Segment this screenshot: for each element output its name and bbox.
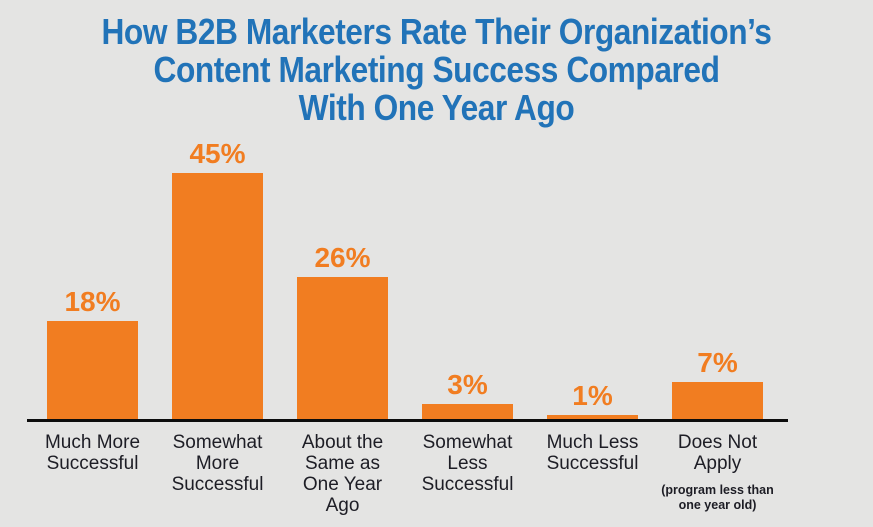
bar-about-the-same-as-one-year-ago xyxy=(297,277,388,420)
x-tick-label-much-more-successful: Much More Successful xyxy=(30,432,155,474)
bar-column-somewhat-more-successful: 45% xyxy=(155,0,280,420)
x-tick-label-text-somewhat-more-successful: Somewhat More Successful xyxy=(171,432,264,495)
x-axis-line xyxy=(27,419,788,422)
x-tick-label-somewhat-less-successful: Somewhat Less Successful xyxy=(405,432,530,495)
x-tick-label-text-does-not-apply: Does Not Apply xyxy=(677,432,758,474)
x-tick-label-text-much-less-successful: Much Less Successful xyxy=(546,432,639,474)
bar-column-much-more-successful: 18% xyxy=(30,0,155,420)
bar-value-label-does-not-apply: 7% xyxy=(697,346,738,378)
bar-chart-plot-area: 18% 45% 26% 3% 1% 7% xyxy=(30,0,780,420)
bar-column-about-the-same-as-one-year-ago: 26% xyxy=(280,0,405,420)
bar-value-label-somewhat-less-successful: 3% xyxy=(447,368,488,400)
bar-somewhat-more-successful xyxy=(172,172,263,420)
x-tick-label-somewhat-more-successful: Somewhat More Successful xyxy=(155,432,280,495)
bar-somewhat-less-successful xyxy=(422,403,513,420)
x-tick-label-text-somewhat-less-successful: Somewhat Less Successful xyxy=(421,432,514,495)
bar-much-less-successful xyxy=(547,414,638,420)
x-tick-label-much-less-successful: Much Less Successful xyxy=(530,432,655,474)
bar-value-label-about-the-same-as-one-year-ago: 26% xyxy=(314,242,371,273)
x-tick-label-about-the-same-as-one-year-ago: About the Same as One Year Ago xyxy=(280,432,405,516)
bar-column-does-not-apply: 7% xyxy=(655,0,780,420)
chart-title: How B2B Marketers Rate Their Organizatio… xyxy=(52,13,820,127)
bar-value-label-much-less-successful: 1% xyxy=(572,379,613,411)
bar-much-more-successful xyxy=(47,321,138,420)
x-tick-label-text-much-more-successful: Much More Successful xyxy=(44,432,141,474)
category-footnote: (program less than one year old) xyxy=(661,483,774,512)
bar-does-not-apply xyxy=(672,381,763,420)
bar-value-label-somewhat-more-successful: 45% xyxy=(189,137,246,169)
chart-title-line-1: How B2B Marketers Rate Their Organizatio… xyxy=(101,11,772,52)
chart-title-line-2: Content Marketing Success Compared xyxy=(153,49,720,90)
bar-column-much-less-successful: 1% xyxy=(530,0,655,420)
bar-value-label-much-more-successful: 18% xyxy=(64,286,121,317)
chart-title-line-3: With One Year Ago xyxy=(298,87,575,128)
x-tick-label-does-not-apply: Does Not Apply (program less than one yea… xyxy=(655,432,780,512)
bar-column-somewhat-less-successful: 3% xyxy=(405,0,530,420)
x-tick-label-text-about-the-same-as-one-year-ago: About the Same as One Year Ago xyxy=(301,432,384,516)
